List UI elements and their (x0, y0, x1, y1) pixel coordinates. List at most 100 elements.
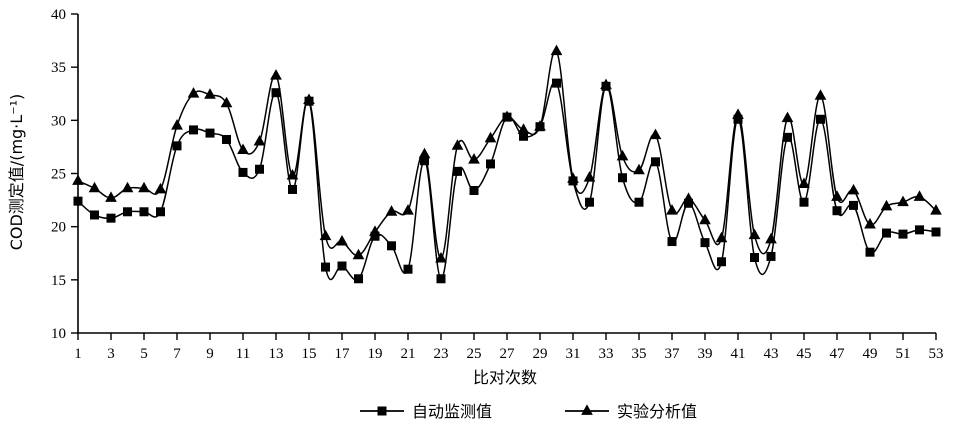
data-point-square (387, 241, 396, 251)
data-point-triangle (385, 205, 398, 216)
x-tick-label: 13 (269, 346, 284, 362)
data-point-triangle (237, 143, 249, 155)
data-point-square (618, 173, 627, 183)
data-point-square (931, 227, 941, 237)
legend-item-1[interactable]: 自动监测值 (360, 402, 492, 421)
data-point-triangle (468, 153, 480, 164)
y-tick-label: 15 (51, 273, 66, 289)
x-tick-label: 43 (764, 346, 779, 362)
data-point-square (255, 164, 264, 174)
data-point-square (205, 128, 215, 138)
data-point-triangle (171, 119, 183, 130)
data-point-square (667, 237, 677, 247)
x-tick-label: 15 (302, 346, 317, 362)
data-point-triangle (550, 44, 563, 56)
data-point-triangle (930, 204, 942, 215)
data-point-square (816, 114, 825, 124)
y-tick-label: 35 (51, 60, 66, 76)
data-series-group (72, 44, 942, 284)
legend-label: 实验分析值 (617, 402, 697, 421)
x-tick-label: 41 (731, 346, 746, 362)
data-point-square (123, 207, 132, 217)
data-point-triangle (121, 181, 134, 193)
x-tick-label: 37 (665, 346, 681, 362)
data-point-triangle (352, 248, 365, 260)
data-point-triangle (451, 139, 464, 150)
data-point-triangle (600, 78, 612, 90)
data-point-triangle (583, 171, 596, 182)
data-point-triangle (286, 169, 299, 180)
x-tick-label: 1 (74, 346, 82, 362)
data-point-triangle (501, 110, 513, 122)
data-point-square (321, 262, 330, 272)
data-point-triangle (319, 229, 332, 241)
y-tick-label: 20 (51, 220, 66, 236)
data-point-square (271, 88, 281, 98)
x-tick-label: 49 (863, 346, 878, 362)
data-point-triangle (567, 172, 579, 183)
data-point-square (403, 264, 413, 274)
data-point-triangle (732, 108, 744, 119)
data-point-triangle (534, 120, 546, 131)
data-point-triangle (616, 149, 629, 161)
data-point-triangle (847, 183, 860, 195)
data-point-square (750, 253, 759, 263)
x-tick-label: 3 (107, 346, 115, 362)
x-tick-label: 9 (206, 346, 214, 362)
data-point-triangle (699, 213, 711, 225)
x-axis-ticks: 1 3 5 7 9 11 13 15 17 19 21 23 25 27 29 31 33 35 37 39 41 43 4… (74, 333, 944, 362)
data-point-square (106, 213, 116, 223)
data-point-triangle (88, 181, 101, 193)
series-2 (72, 44, 942, 263)
data-point-triangle (435, 251, 447, 263)
data-point-triangle (765, 232, 777, 244)
x-tick-label: 39 (698, 346, 713, 362)
data-point-triangle (154, 182, 167, 194)
y-tick-label: 25 (51, 167, 66, 183)
series-line (77, 49, 937, 260)
data-point-triangle (303, 93, 315, 105)
y-tick-label: 10 (51, 326, 66, 342)
legend-item-2[interactable]: 实验分析值 (565, 402, 697, 421)
data-point-square (453, 166, 462, 176)
x-tick-label: 23 (434, 346, 449, 362)
data-point-square (717, 257, 726, 267)
data-point-triangle (418, 147, 431, 159)
data-point-square (436, 274, 446, 284)
data-point-square (552, 78, 561, 88)
data-point-triangle (369, 225, 381, 236)
y-axis-title: COD测定值/(mg·L⁻¹) (7, 94, 26, 251)
x-tick-label: 11 (236, 346, 250, 362)
x-tick-label: 19 (368, 346, 383, 362)
data-point-triangle (781, 111, 794, 123)
data-point-square (238, 167, 248, 177)
x-tick-label: 25 (467, 346, 482, 362)
data-point-triangle (253, 134, 266, 146)
data-point-square (73, 196, 83, 206)
data-point-triangle (897, 195, 909, 207)
x-tick-label: 35 (632, 346, 647, 362)
data-point-square (865, 247, 875, 257)
plot-axes (77, 14, 936, 334)
x-tick-label: 21 (401, 346, 416, 362)
x-tick-label: 53 (929, 346, 944, 362)
data-point-triangle (649, 128, 662, 140)
x-tick-label: 47 (830, 346, 846, 362)
data-point-triangle (715, 231, 728, 243)
data-point-triangle (220, 96, 233, 108)
data-point-square (288, 184, 297, 194)
data-point-square (469, 186, 479, 196)
data-point-square (882, 228, 891, 238)
data-point-square (90, 210, 99, 220)
data-point-triangle (72, 174, 84, 185)
data-point-triangle (748, 228, 761, 240)
data-point-triangle (187, 87, 200, 98)
data-point-triangle (633, 163, 645, 175)
data-point-triangle (402, 204, 414, 215)
data-point-square (651, 157, 660, 167)
data-point-square (849, 200, 858, 210)
data-point-triangle (105, 191, 117, 202)
data-point-triangle (336, 234, 348, 246)
